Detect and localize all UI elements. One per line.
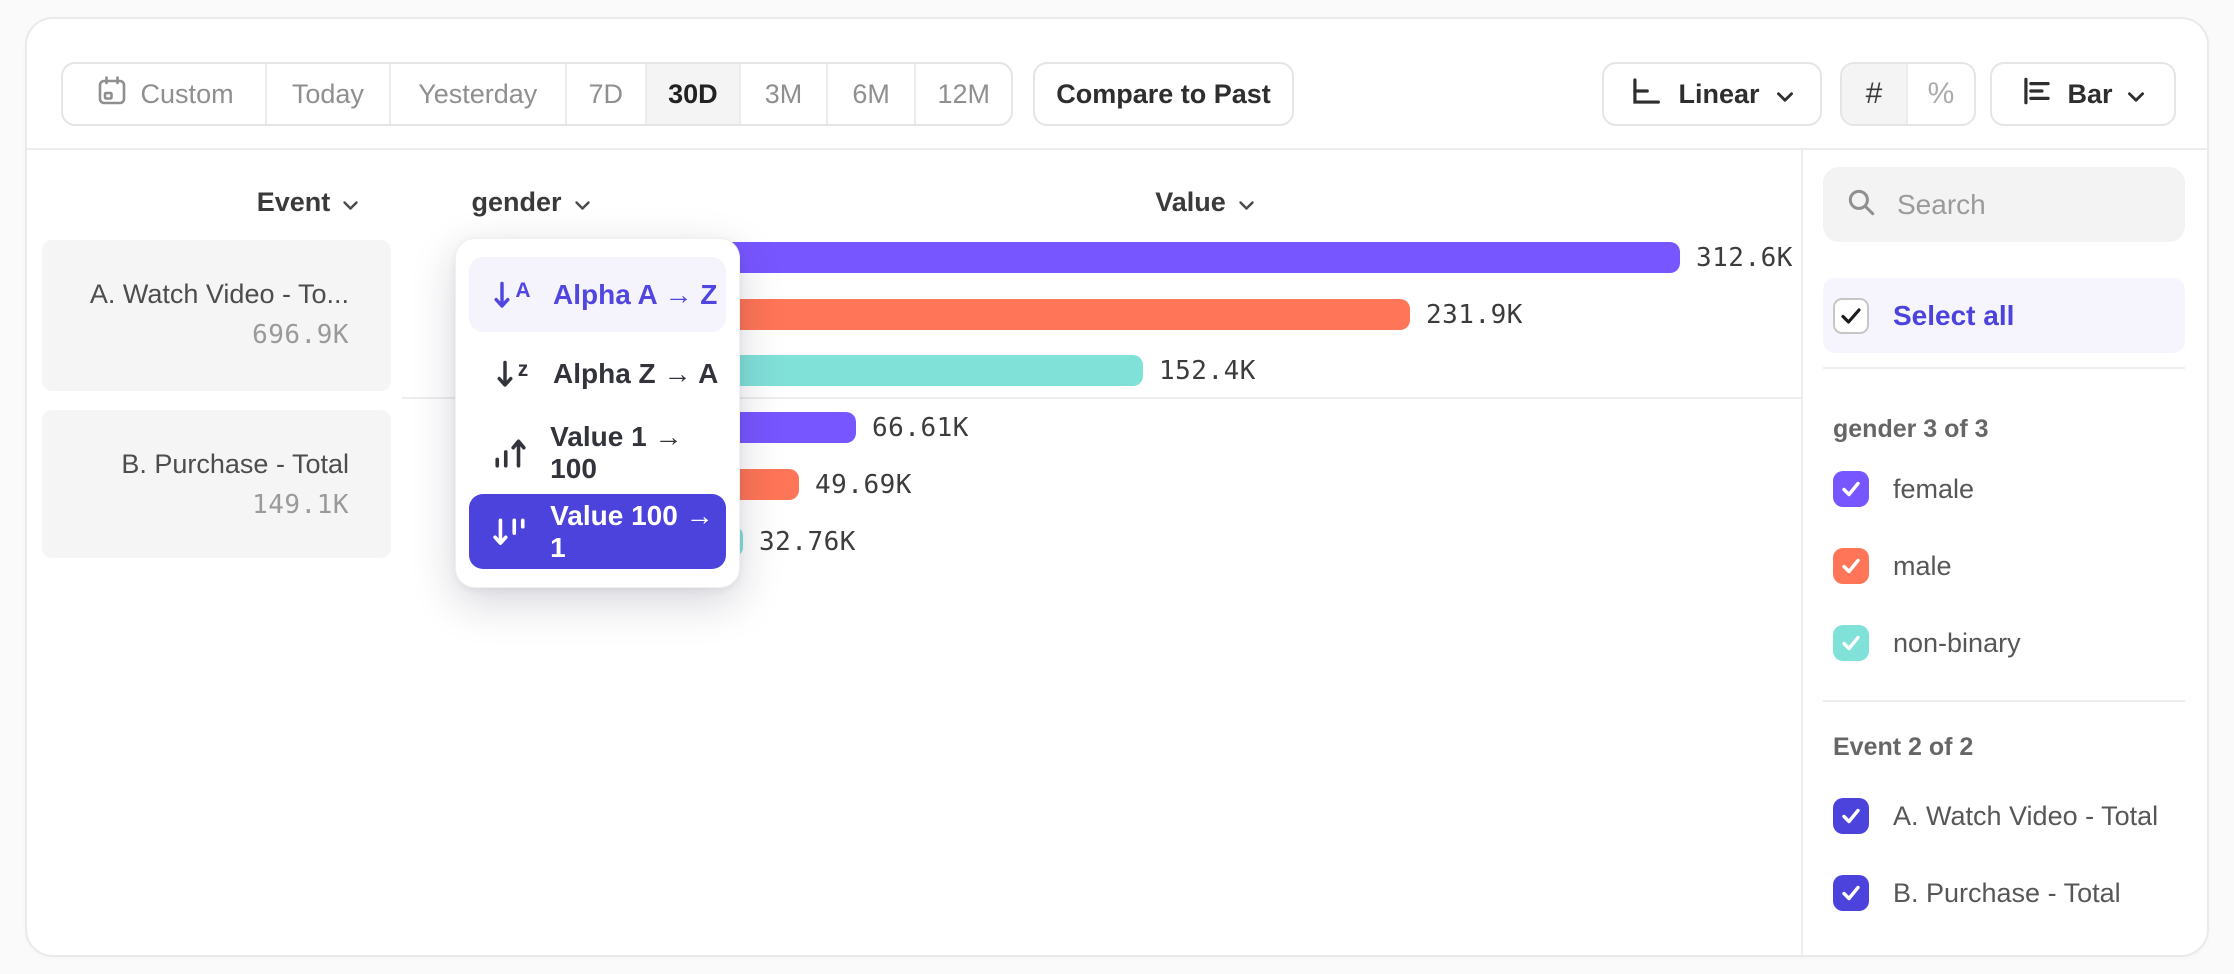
sort-alpha-desc-icon: z — [487, 358, 535, 389]
date-range-custom[interactable]: Custom — [63, 64, 268, 124]
bar-value-label: 32.76K — [759, 526, 856, 557]
scale-label: Linear — [1678, 78, 1760, 109]
chevron-down-icon — [1776, 79, 1794, 110]
date-range-yesterday[interactable]: Yesterday — [391, 64, 567, 124]
bar-chart-icon — [2021, 76, 2053, 113]
bar-value-label: 66.61K — [872, 412, 969, 443]
sort-alpha-asc-icon: A — [487, 279, 535, 310]
filter-row-male[interactable]: male — [1833, 545, 1952, 587]
date-range-12m[interactable]: 12M — [937, 78, 990, 109]
compare-to-past-button[interactable]: Compare to Past — [1033, 62, 1294, 126]
bar-row: 312.6K — [633, 242, 1793, 273]
chevron-down-icon — [1238, 187, 1255, 218]
menu-item-alpha-asc[interactable]: A Alpha A → Z — [469, 257, 726, 332]
nonbinary-checkbox[interactable] — [1833, 625, 1869, 661]
event-column-header[interactable]: Event — [228, 184, 388, 220]
chevron-down-icon — [2127, 79, 2145, 110]
male-checkbox[interactable] — [1833, 548, 1869, 584]
date-range-today[interactable]: Today — [267, 64, 391, 124]
event-name: B. Purchase - Total — [121, 449, 349, 479]
bar-watch-video-female[interactable] — [633, 242, 1680, 273]
date-range-7d[interactable]: 7D — [567, 64, 647, 124]
group-divider — [402, 397, 1801, 399]
event-card-purchase[interactable]: B. Purchase - Total 149.1K — [42, 410, 391, 558]
bar-value-label: 49.69K — [815, 469, 912, 500]
select-all-label: Select all — [1893, 299, 2015, 331]
axis-linear-icon — [1630, 76, 1662, 113]
calendar-icon — [95, 74, 129, 115]
event-total: 149.1K — [252, 490, 349, 520]
filter-row-female[interactable]: female — [1833, 468, 1974, 510]
sort-value-asc-icon — [487, 437, 532, 469]
event-name: A. Watch Video - To... — [89, 279, 349, 309]
date-range-label: Custom — [140, 78, 234, 109]
purchase-checkbox[interactable] — [1833, 875, 1869, 911]
search-input[interactable] — [1897, 188, 2157, 221]
scale-dropdown[interactable]: Linear — [1602, 62, 1822, 126]
filter-row-purchase[interactable]: B. Purchase - Total — [1833, 872, 2121, 914]
absolute-numbers-toggle[interactable]: # — [1842, 64, 1908, 124]
date-range-3m[interactable]: 3M — [741, 64, 828, 124]
event-card-watch-video[interactable]: A. Watch Video - To... 696.9K — [42, 240, 391, 391]
hash-icon: # — [1865, 77, 1883, 110]
chart-type-label: Bar — [2067, 78, 2113, 109]
event-total: 696.9K — [252, 320, 349, 350]
bar-row: 231.9K — [633, 299, 1523, 330]
date-range-control: Custom Today Yesterday 7D 30D 3M 6M 12M — [61, 62, 1013, 126]
count-percent-toggle: # % — [1840, 62, 1976, 126]
bar-value-label: 152.4K — [1159, 355, 1256, 386]
sort-value-desc-icon — [487, 516, 532, 548]
menu-item-alpha-desc[interactable]: z Alpha Z → A — [469, 336, 726, 411]
event-section-title: Event 2 of 2 — [1833, 732, 1974, 761]
female-checkbox[interactable] — [1833, 471, 1869, 507]
breakdown-column-header[interactable]: gender — [446, 184, 616, 220]
bar-value-label: 231.9K — [1426, 299, 1523, 330]
bar-value-label: 312.6K — [1696, 242, 1793, 273]
percent-icon: % — [1927, 77, 1955, 110]
date-range-30d[interactable]: 30D — [646, 64, 742, 124]
chevron-down-icon — [574, 187, 591, 218]
search-icon — [1845, 186, 1877, 223]
sidebar-divider-line — [1823, 700, 2185, 702]
breakdown-section-title: gender 3 of 3 — [1833, 414, 1989, 443]
search-box — [1823, 167, 2185, 242]
select-all-checkbox[interactable] — [1833, 297, 1869, 334]
chevron-down-icon — [342, 187, 359, 218]
watch-video-checkbox[interactable] — [1833, 798, 1869, 834]
menu-item-value-asc[interactable]: Value 1 → 100 — [469, 415, 726, 490]
menu-item-value-desc[interactable]: Value 100 → 1 — [469, 494, 726, 569]
date-range-6m[interactable]: 6M — [828, 64, 917, 124]
sidebar-divider-line — [1823, 367, 2185, 369]
percent-toggle[interactable]: % — [1908, 64, 1974, 124]
sidebar-divider — [1801, 150, 1803, 955]
chart-type-dropdown[interactable]: Bar — [1990, 62, 2176, 126]
value-column-header[interactable]: Value — [1125, 184, 1285, 220]
sort-menu: A Alpha A → Z z Alpha Z → A Value 1 → 10… — [455, 238, 740, 588]
select-all-row[interactable]: Select all — [1823, 278, 2185, 353]
toolbar-divider — [27, 148, 2207, 150]
filter-row-nonbinary[interactable]: non-binary — [1833, 622, 2021, 664]
filter-row-watch-video[interactable]: A. Watch Video - Total — [1833, 795, 2158, 837]
bar-watch-video-male[interactable] — [633, 299, 1410, 330]
